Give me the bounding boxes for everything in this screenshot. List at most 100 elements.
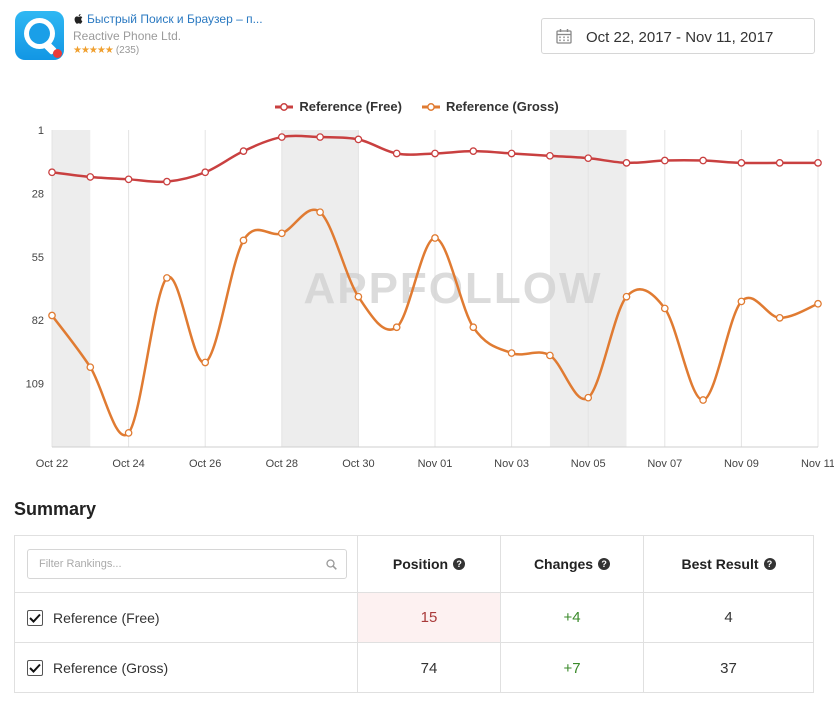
rating-count: (235) [115,45,140,56]
data-point-gross [316,208,324,217]
checkbox-free[interactable] [27,609,43,626]
changes-value: +4 [500,593,643,642]
column-header-position[interactable]: Position ? [357,536,500,592]
search-icon [326,559,337,570]
data-point-free [354,135,363,144]
app-icon[interactable] [15,11,64,60]
summary-header-row: Filter Rankings... Position ? Changes ? … [15,536,813,593]
x-tick-label: Nov 09 [724,458,759,470]
data-point-gross [660,304,669,313]
summary-table: Filter Rankings... Position ? Changes ? … [14,535,814,693]
position-value: 74 [357,643,500,693]
developer-name: Reactive Phone Ltd. [73,29,182,43]
legend-item-free[interactable]: Reference (Free) [275,99,402,114]
weekend-band [281,130,359,447]
data-point-free [469,147,478,155]
table-row: Reference (Gross) 74 +7 37 [15,643,813,693]
data-point-gross [201,358,210,367]
best-result-value: 37 [643,643,813,693]
position-header-label: Position [392,556,449,572]
x-tick-label: Nov 05 [571,458,606,470]
data-point-free [507,149,516,158]
y-tick-label: 109 [26,379,44,391]
x-tick-label: Oct 24 [112,458,144,470]
data-point-free [392,149,401,158]
help-icon[interactable]: ? [598,558,611,570]
date-range-picker[interactable]: Oct 22, 2017 - Nov 11, 2017 [541,18,815,54]
data-point-gross [622,292,631,301]
rating-row: ★★★★★ (235) [73,45,139,56]
data-point-gross [546,351,554,360]
data-point-gross [507,349,516,357]
y-tick-label: 82 [32,315,44,327]
calendar-icon [556,29,572,44]
data-point-gross [775,314,784,322]
data-point-gross [239,236,248,245]
magnifier-icon [24,18,55,49]
data-point-free [86,173,95,181]
x-tick-label: Nov 11 [801,458,834,470]
filter-placeholder: Filter Rankings... [39,558,122,570]
x-tick-label: Oct 22 [36,458,68,470]
data-point-gross [431,234,439,242]
apple-icon [74,14,83,24]
data-point-gross [699,396,707,404]
data-point-free [124,175,133,184]
x-tick-label: Oct 26 [189,458,221,470]
legend-swatch-free [275,102,294,111]
data-point-free [277,133,286,141]
weekend-band [52,130,91,447]
data-point-gross [48,311,56,320]
data-point-gross [392,323,401,332]
y-tick-label: 1 [38,125,44,137]
badge-dot [53,49,62,58]
data-point-free [48,168,56,177]
checkmark-icon [29,663,41,673]
row-label-cell: Reference (Free) [15,593,357,642]
changes-header-label: Changes [533,556,594,572]
column-header-changes[interactable]: Changes ? [500,536,643,592]
x-tick-label: Nov 07 [647,458,682,470]
checkbox-gross[interactable] [27,660,43,676]
data-point-free [316,133,324,141]
data-point-gross [354,292,363,301]
rating-stars: ★★★★★ [73,45,114,56]
row-label: Reference (Gross) [53,660,169,676]
data-point-free [699,156,707,165]
data-point-gross [277,229,286,238]
position-value: 15 [357,593,500,642]
data-point-free [584,154,593,163]
data-point-free [546,151,554,160]
data-point-free [814,159,822,167]
x-tick-label: Nov 03 [494,458,529,470]
data-point-free [737,159,746,167]
chart-legend: Reference (Free) Reference (Gross) [0,99,834,114]
data-point-free [201,168,210,177]
data-point-free [622,159,631,167]
data-point-free [239,147,248,155]
data-point-gross [469,323,478,332]
y-tick-label: 28 [32,188,44,200]
filter-rankings-input[interactable]: Filter Rankings... [27,549,347,579]
x-tick-label: Nov 01 [418,458,453,470]
legend-label-gross: Reference (Gross) [445,99,559,114]
legend-label-free: Reference (Free) [299,99,402,114]
app-title-link[interactable]: Быстрый Поиск и Браузер – п... [87,12,263,26]
data-point-free [163,177,171,186]
help-icon[interactable]: ? [453,558,466,570]
row-label-cell: Reference (Gross) [15,643,357,693]
legend-item-gross[interactable]: Reference (Gross) [421,99,559,114]
column-header-best-result[interactable]: Best Result ? [643,536,813,592]
help-icon[interactable]: ? [763,558,776,570]
filter-cell: Filter Rankings... [15,536,357,592]
summary-title: Summary [14,499,97,519]
data-point-gross [163,274,171,282]
x-tick-label: Oct 30 [342,458,374,470]
app-title-row: Быстрый Поиск и Браузер – п... [73,12,263,26]
data-point-gross [737,297,746,306]
row-label: Reference (Free) [53,609,160,626]
x-tick-label: Oct 28 [266,458,298,470]
data-point-free [775,159,784,167]
checkmark-icon [29,613,41,623]
data-point-gross [814,299,822,308]
